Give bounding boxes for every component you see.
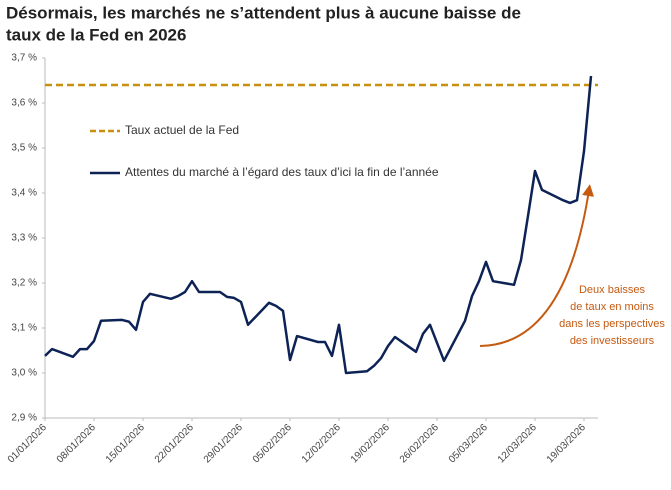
x-tick-label: 19/02/2026 bbox=[349, 422, 392, 465]
annotation-text: des investisseurs bbox=[570, 335, 655, 347]
legend-label: Taux actuel de la Fed bbox=[125, 123, 239, 137]
annotation-arrow bbox=[479, 184, 595, 347]
y-tick-label: 3,7 % bbox=[11, 53, 37, 64]
x-tick-label: 12/02/2026 bbox=[300, 422, 343, 465]
y-tick-label: 3,5 % bbox=[11, 143, 37, 154]
chart-title: taux de la Fed en 2026 bbox=[6, 25, 186, 44]
y-tick-label: 3,2 % bbox=[11, 278, 37, 289]
y-tick-label: 3,4 % bbox=[11, 188, 37, 199]
x-tick-label: 05/03/2026 bbox=[447, 422, 490, 465]
annotation-text: dans les perspectives bbox=[559, 318, 665, 330]
x-tick-label: 08/01/2026 bbox=[55, 422, 98, 465]
annotation-text: de taux en moins bbox=[570, 301, 654, 313]
x-tick-label: 15/01/2026 bbox=[104, 422, 147, 465]
legend-label: Attentes du marché à l’égard des taux d’… bbox=[125, 165, 439, 179]
x-tick-label: 26/02/2026 bbox=[398, 422, 441, 465]
x-tick-label: 29/01/2026 bbox=[202, 422, 245, 465]
x-tick-label: 01/01/2026 bbox=[6, 422, 49, 465]
x-tick-label: 19/03/2026 bbox=[545, 422, 588, 465]
chart-title: Désormais, les marchés ne s’attendent pl… bbox=[6, 3, 521, 22]
y-tick-label: 3,6 % bbox=[11, 98, 37, 109]
y-tick-label: 3,3 % bbox=[11, 233, 37, 244]
x-tick-label: 22/01/2026 bbox=[153, 422, 196, 465]
y-tick-label: 3,0 % bbox=[11, 368, 37, 379]
y-tick-label: 3,1 % bbox=[11, 323, 37, 334]
x-tick-label: 12/03/2026 bbox=[496, 422, 539, 465]
annotation-text: Deux baisses bbox=[579, 284, 646, 296]
y-tick-label: 2,9 % bbox=[11, 413, 37, 424]
x-tick-label: 05/02/2026 bbox=[251, 422, 294, 465]
data-line bbox=[44, 75, 593, 375]
